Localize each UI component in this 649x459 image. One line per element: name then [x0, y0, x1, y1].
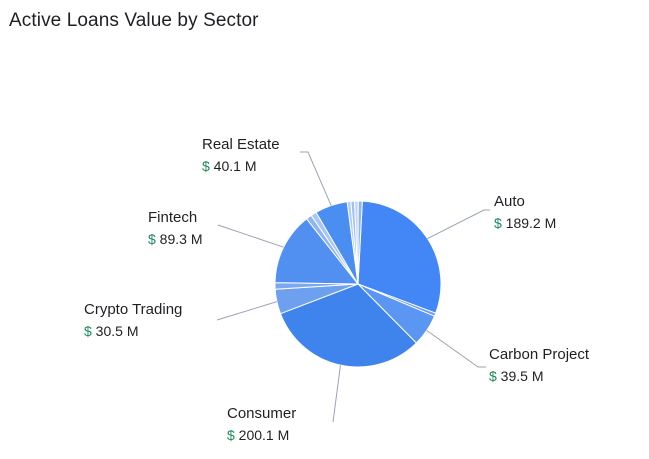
currency-symbol: $ — [227, 427, 235, 443]
label-name-auto: Auto — [494, 193, 525, 210]
label-value-fintech: $ 89.3 M — [148, 231, 203, 247]
chart-title: Active Loans Value by Sector — [9, 10, 259, 31]
value-amount: 89.3 M — [156, 231, 203, 247]
currency-symbol: $ — [202, 158, 210, 174]
slice-minor-13[interactable] — [357, 200, 363, 285]
currency-symbol: $ — [489, 368, 497, 384]
currency-symbol: $ — [84, 323, 92, 339]
label-name-consumer: Consumer — [227, 405, 296, 422]
label-name-crypto-trading: Crypto Trading — [84, 301, 182, 318]
leader-line-consumer — [332, 365, 341, 423]
leader-line-crypto-trading — [216, 301, 278, 321]
label-name-carbon-project: Carbon Project — [489, 346, 590, 363]
currency-symbol: $ — [148, 231, 156, 247]
value-amount: 40.1 M — [210, 158, 257, 174]
label-value-real-estate: $ 40.1 M — [202, 158, 257, 174]
leader-line-auto — [427, 209, 490, 239]
label-name-real-estate: Real Estate — [202, 136, 280, 153]
pie-labels: Auto $ 189.2 M Carbon Project $ 39.5 M Consu… — [84, 136, 590, 443]
label-value-consumer: $ 200.1 M — [227, 427, 289, 443]
leader-line-fintech — [217, 224, 284, 248]
slice-auto[interactable] — [357, 200, 442, 314]
pie-slices — [274, 200, 442, 368]
label-value-auto: $ 189.2 M — [494, 215, 556, 231]
value-amount: 200.1 M — [235, 427, 289, 443]
leader-line-carbon-project — [426, 330, 486, 368]
label-name-fintech: Fintech — [148, 209, 197, 226]
value-amount: 189.2 M — [502, 215, 556, 231]
currency-symbol: $ — [494, 215, 502, 231]
label-value-carbon-project: $ 39.5 M — [489, 368, 544, 384]
value-amount: 30.5 M — [92, 323, 139, 339]
label-value-crypto-trading: $ 30.5 M — [84, 323, 139, 339]
leader-line-real-estate — [300, 151, 332, 206]
value-amount: 39.5 M — [497, 368, 544, 384]
